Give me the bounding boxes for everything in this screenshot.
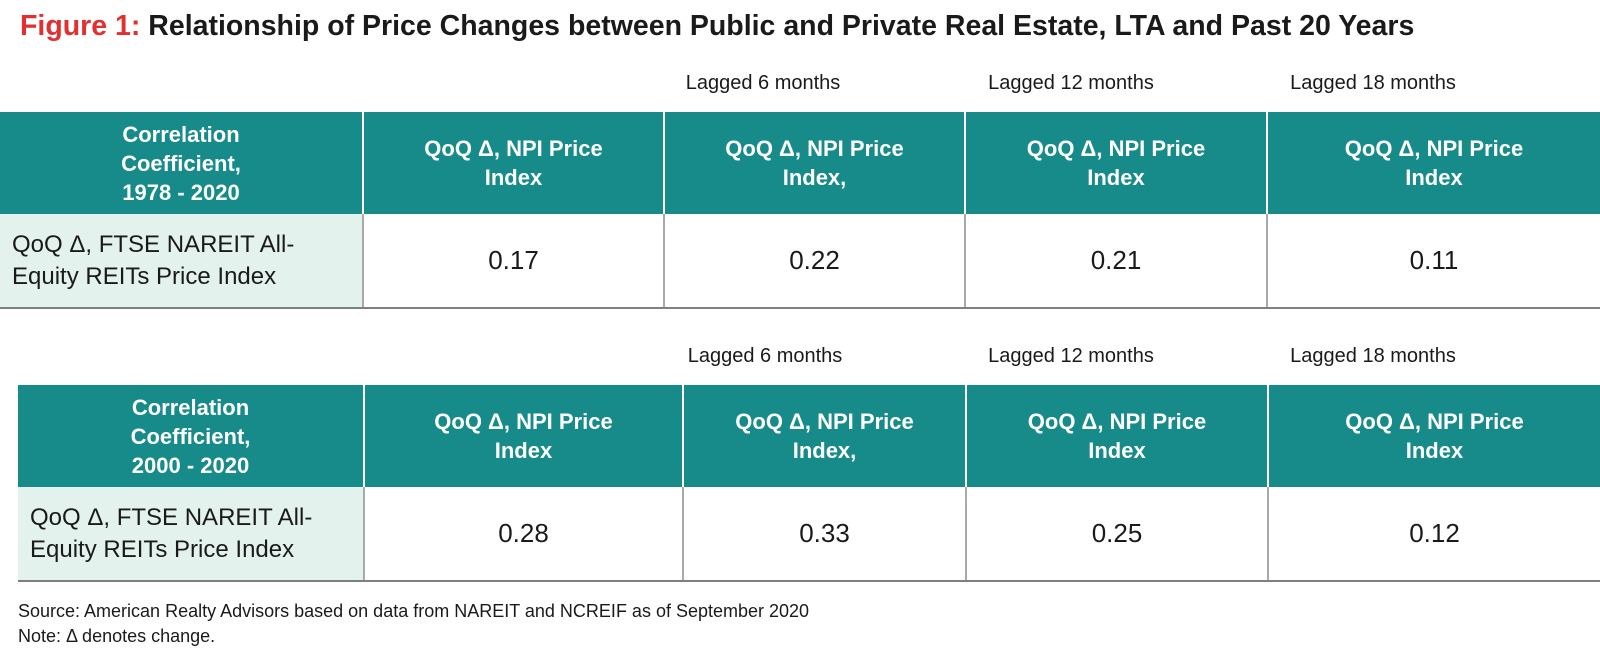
header-line: Index [1087, 165, 1145, 190]
figure-title-text: Relationship of Price Changes between Pu… [148, 10, 1415, 42]
column-header-npi: QoQ Δ, NPI Price Index [363, 385, 682, 487]
header-line: Correlation [122, 121, 240, 147]
table-row-header: Correlation Coefficient, 1978 - 2020 [0, 112, 362, 214]
header-line: QoQ Δ, NPI Price [1344, 136, 1524, 161]
row-label-line: QoQ Δ, FTSE NAREIT All- [12, 230, 295, 258]
column-header-npi-lag-18m: QoQ Δ, NPI Price Index [1267, 385, 1600, 487]
lag-label-18m: Lagged 18 months [1290, 345, 1456, 367]
correlation-table-2000-2020: Correlation Coefficient, 2000 - 2020 QoQ… [18, 385, 1600, 582]
table-bottom-rule [0, 307, 1600, 309]
row-label-reits: QoQ Δ, FTSE NAREIT All- Equity REITs Pri… [18, 487, 363, 580]
table-cell: 0.21 [964, 214, 1266, 307]
header-line: Index, [792, 438, 857, 463]
table-cell: 0.11 [1266, 214, 1600, 307]
table-cell: 0.12 [1267, 487, 1600, 580]
header-line: QoQ Δ, NPI Price [1027, 409, 1207, 434]
header-line: 2000 - 2020 [131, 452, 250, 478]
header-line: Index [1405, 438, 1464, 463]
header-line: QoQ Δ, NPI Price [434, 409, 613, 434]
header-line: QoQ Δ, NPI Price [735, 409, 914, 434]
row-label-line: Equity REITs Price Index [12, 262, 277, 290]
header-line: 1978 - 2020 [122, 179, 240, 205]
header-line: Index [494, 438, 553, 463]
figure-label: Figure 1: [20, 10, 141, 42]
header-line: Correlation [131, 394, 250, 420]
table-cell: 0.33 [682, 487, 965, 580]
lag-label-12m: Lagged 12 months [988, 345, 1154, 367]
column-header-npi-lag-6m: QoQ Δ, NPI Price Index, [663, 112, 964, 214]
row-label-reits: QoQ Δ, FTSE NAREIT All- Equity REITs Pri… [0, 214, 362, 307]
table-cell: 0.28 [363, 487, 682, 580]
lag-label-18m: Lagged 18 months [1290, 72, 1456, 94]
table-cell: 0.22 [663, 214, 964, 307]
figure-title: Figure 1: Relationship of Price Changes … [20, 6, 1414, 46]
header-line: Coefficient, [130, 423, 251, 449]
table-bottom-rule [18, 580, 1600, 582]
lag-label-12m: Lagged 12 months [988, 72, 1154, 94]
header-line: Coefficient, [121, 150, 241, 176]
header-line: QoQ Δ, NPI Price [725, 136, 904, 161]
header-line: QoQ Δ, NPI Price [1026, 136, 1206, 161]
column-header-npi-lag-18m: QoQ Δ, NPI Price Index [1266, 112, 1600, 214]
row-label-line: QoQ Δ, FTSE NAREIT All- [30, 503, 313, 531]
column-header-npi-lag-6m: QoQ Δ, NPI Price Index, [682, 385, 965, 487]
column-header-npi-lag-12m: QoQ Δ, NPI Price Index [965, 385, 1267, 487]
header-line: Index [484, 165, 543, 190]
table-row-header: Correlation Coefficient, 2000 - 2020 [18, 385, 363, 487]
lag-label-6m: Lagged 6 months [685, 72, 841, 94]
source-note: Source: American Realty Advisors based o… [18, 601, 810, 621]
header-line: QoQ Δ, NPI Price [424, 136, 603, 161]
column-header-npi-lag-12m: QoQ Δ, NPI Price Index [964, 112, 1266, 214]
header-line: Index, [782, 165, 847, 190]
header-line: QoQ Δ, NPI Price [1345, 409, 1524, 434]
footnote: Note: Δ denotes change. [18, 626, 216, 646]
lag-label-6m: Lagged 6 months [687, 345, 843, 367]
table-cell: 0.25 [965, 487, 1267, 580]
column-header-npi: QoQ Δ, NPI Price Index [362, 112, 663, 214]
table-cell: 0.17 [362, 214, 663, 307]
header-line: Index [1405, 165, 1463, 190]
header-line: Index [1088, 438, 1146, 463]
correlation-table-1978-2020: Correlation Coefficient, 1978 - 2020 QoQ… [0, 112, 1600, 309]
row-label-line: Equity REITs Price Index [30, 535, 295, 563]
